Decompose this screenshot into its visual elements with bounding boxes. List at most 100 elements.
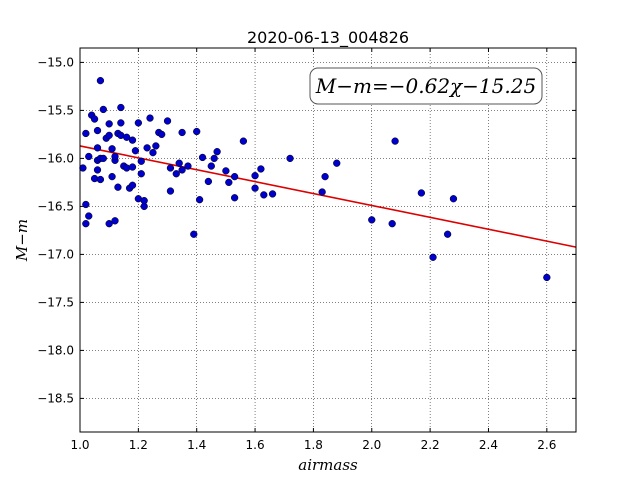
data-points [79,76,551,282]
x-tick-label: 1.4 [187,438,206,452]
data-point [391,137,399,145]
data-point [143,144,151,152]
data-point [429,253,437,261]
data-point [99,105,107,114]
data-point [166,187,175,195]
data-point [128,136,137,144]
y-axis-label: M−m [13,219,31,262]
fit-line [79,145,577,248]
data-point [111,217,119,225]
data-point [257,165,265,173]
data-point [239,137,248,145]
data-point [152,142,160,150]
x-tick-label: 2.0 [362,438,381,452]
data-point [286,154,294,163]
data-point [417,189,426,197]
x-tick-label: 2.4 [479,438,498,452]
data-point [190,230,198,238]
data-point [204,177,213,186]
data-point [93,166,102,174]
data-point [210,154,218,163]
y-tick-label: −15.5 [37,103,74,117]
data-point [131,147,140,155]
data-point [178,166,186,174]
data-point [117,103,125,112]
data-point [123,133,131,141]
x-tick-label: 2.2 [421,438,440,452]
data-point [207,162,215,170]
data-point [105,120,113,128]
y-tick-label: −17.5 [37,295,74,309]
data-point [388,220,396,228]
data-point [108,145,116,153]
y-tick-label: −17.0 [37,247,74,261]
plot-area [80,48,576,432]
data-point [321,172,329,181]
data-point [158,130,166,139]
annotation-text: M−m=−0.62χ−15.25 [315,74,536,98]
y-tick-label: −15.0 [37,55,74,69]
data-point [230,172,239,181]
data-point [85,152,93,161]
data-point [96,175,105,184]
data-point [96,76,105,85]
data-point [213,148,221,156]
data-point [146,114,154,122]
data-point [172,170,180,178]
data-point [268,190,277,198]
data-point [114,183,122,191]
data-point [108,172,116,181]
data-point [82,200,90,209]
data-point [166,164,175,172]
data-point [140,196,148,205]
data-point [105,131,113,140]
x-tick-label: 1.8 [304,438,323,452]
data-point [93,126,102,135]
chart-title: 2020-06-13_004826 [247,28,409,48]
data-point [195,196,204,204]
data-point [99,154,107,163]
data-point [85,212,93,220]
data-point [251,172,259,180]
data-point [193,127,201,136]
x-tick-label: 1.2 [129,438,148,452]
data-point [260,191,268,199]
data-point [93,144,102,152]
data-point [149,148,157,157]
data-point [117,119,125,127]
data-point [137,157,145,165]
data-point [111,152,119,161]
fit-line-group [79,145,577,248]
data-point [543,273,551,282]
y-tick-label: −18.5 [37,391,74,405]
x-tick-label: 1.0 [70,438,89,452]
data-point [79,164,87,172]
data-point [134,119,143,127]
data-point [82,220,90,228]
fit-annotation: M−m=−0.62χ−15.25 [309,67,543,105]
data-point [222,167,230,175]
data-point [128,163,137,171]
y-tick-label: −16.5 [37,199,74,213]
data-point [198,153,207,162]
data-point [137,170,145,178]
data-point [184,162,192,170]
annotation-box [309,67,543,105]
data-point [230,194,239,202]
data-point [90,115,99,123]
data-point [163,117,172,125]
x-tick-label: 1.6 [246,438,265,452]
data-point [368,216,376,224]
data-point [105,220,113,228]
data-point [178,128,186,137]
plot-frame [79,47,577,433]
data-point [251,184,259,192]
data-point [333,159,341,167]
data-point [128,181,137,189]
data-point [318,188,326,196]
data-point [225,178,233,187]
y-tick-label: −18.0 [37,343,74,357]
data-point [449,195,458,203]
y-tick-label: −16.0 [37,151,74,165]
